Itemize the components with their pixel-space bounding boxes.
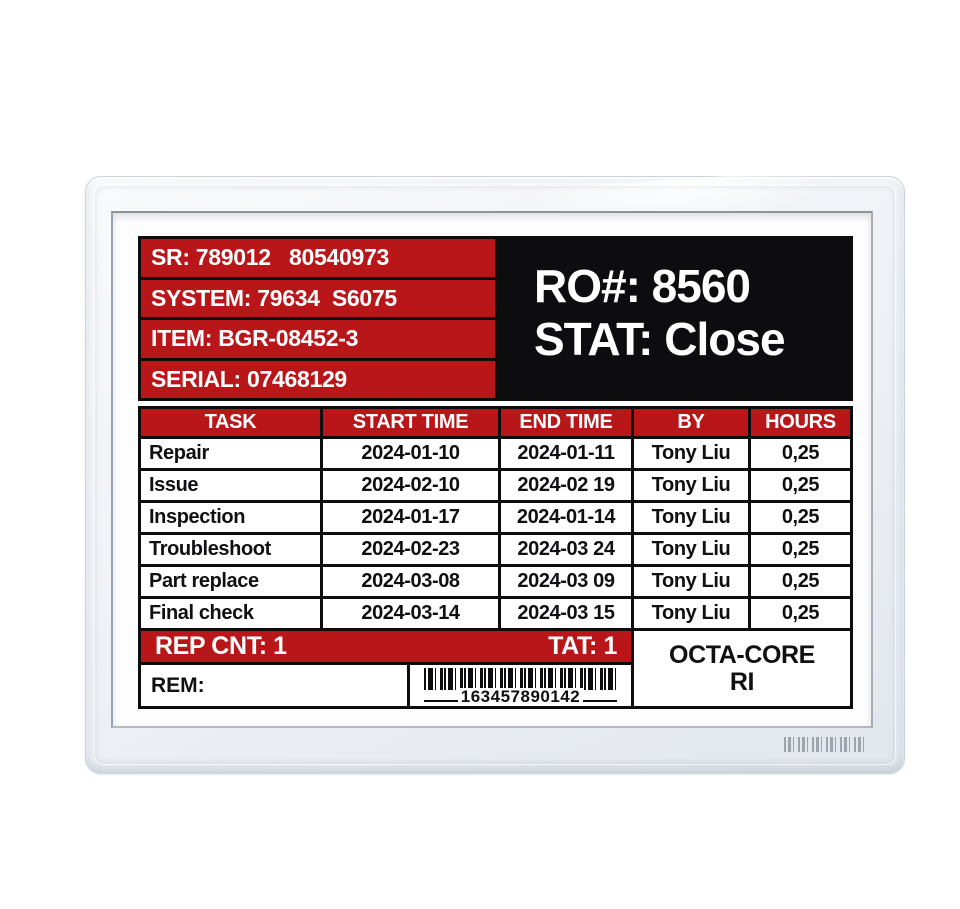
- table-cell: 2024-02 19: [501, 471, 631, 500]
- table-cell: Tony Liu: [634, 599, 748, 628]
- label-header-section: SR: 789012 80540973 SYSTEM: 79634 S6075 …: [138, 236, 853, 401]
- table-cell: 2024-03 24: [501, 535, 631, 564]
- rep-count-bar: REP CNT: 1 TAT: 1: [141, 631, 631, 662]
- table-cell: 0,25: [751, 535, 850, 564]
- core-type-cell: OCTA-CORE RI: [634, 631, 850, 706]
- label-body-section: TASK START TIME END TIME BY HOURS Repair…: [138, 406, 853, 709]
- col-header-start: START TIME: [323, 409, 498, 436]
- table-cell: 2024-01-17: [323, 503, 498, 532]
- table-cell: 2024-03 09: [501, 567, 631, 596]
- table-cell: 0,25: [751, 439, 850, 468]
- info-row-serial: SERIAL: 07468129: [141, 360, 495, 398]
- label-footer-section: REP CNT: 1 TAT: 1 OCTA-CORE RI REM:: [141, 631, 850, 706]
- table-cell: 2024-01-14: [501, 503, 631, 532]
- table-cell: Tony Liu: [634, 567, 748, 596]
- task-table: TASK START TIME END TIME BY HOURS Repair…: [141, 409, 850, 628]
- table-cell: 2024-01-11: [501, 439, 631, 468]
- table-cell: 2024-01-10: [323, 439, 498, 468]
- table-cell: 0,25: [751, 567, 850, 596]
- table-cell: Troubleshoot: [141, 535, 320, 564]
- rem-label: REM:: [141, 665, 407, 706]
- table-cell: Tony Liu: [634, 471, 748, 500]
- col-header-end: END TIME: [501, 409, 631, 436]
- table-cell: Issue: [141, 471, 320, 500]
- tat-text: TAT: 1: [548, 632, 617, 660]
- info-row-system: SYSTEM: 79634 S6075: [141, 279, 495, 317]
- core-type-line2: RI: [729, 667, 755, 696]
- core-type-line1: OCTA-CORE: [669, 640, 815, 669]
- barcode-baseline-right: [583, 700, 617, 702]
- table-cell: 2024-02-10: [323, 471, 498, 500]
- rem-row: REM: 163457890142: [141, 665, 631, 706]
- table-cell: Part replace: [141, 567, 320, 596]
- bezel-barcode-icon: [784, 737, 868, 752]
- barcode-number: 163457890142: [457, 688, 584, 705]
- info-row-sr: SR: 789012 80540973: [141, 239, 495, 277]
- status-line: STAT: Close: [534, 312, 786, 365]
- col-header-task: TASK: [141, 409, 320, 436]
- table-cell: 0,25: [751, 599, 850, 628]
- info-rows: SR: 789012 80540973 SYSTEM: 79634 S6075 …: [141, 239, 495, 398]
- table-cell: Repair: [141, 439, 320, 468]
- col-header-hours: HOURS: [751, 409, 850, 436]
- ro-number: RO#: 8560: [534, 260, 751, 313]
- table-cell: Inspection: [141, 503, 320, 532]
- table-cell: 0,25: [751, 503, 850, 532]
- table-cell: Tony Liu: [634, 535, 748, 564]
- table-cell: 2024-03-14: [323, 599, 498, 628]
- barcode-icon: [424, 668, 617, 690]
- ro-status-block: RO#: 8560 STAT: Close: [498, 239, 850, 398]
- barcode-baseline-left: [424, 700, 458, 702]
- table-cell: 2024-03-08: [323, 567, 498, 596]
- eink-display-screen: SR: 789012 80540973 SYSTEM: 79634 S6075 …: [111, 211, 873, 728]
- table-cell: 2024-03 15: [501, 599, 631, 628]
- col-header-by: BY: [634, 409, 748, 436]
- repair-order-label: SR: 789012 80540973 SYSTEM: 79634 S6075 …: [138, 236, 853, 709]
- esl-device-frame: SR: 789012 80540973 SYSTEM: 79634 S6075 …: [85, 176, 905, 774]
- table-cell: Final check: [141, 599, 320, 628]
- rep-count-text: REP CNT: 1: [155, 632, 287, 660]
- barcode-cell: 163457890142: [410, 665, 631, 706]
- table-cell: Tony Liu: [634, 439, 748, 468]
- table-cell: 0,25: [751, 471, 850, 500]
- table-cell: 2024-02-23: [323, 535, 498, 564]
- barcode-number-row: 163457890142: [424, 688, 617, 705]
- info-row-item: ITEM: BGR-08452-3: [141, 320, 495, 358]
- table-cell: Tony Liu: [634, 503, 748, 532]
